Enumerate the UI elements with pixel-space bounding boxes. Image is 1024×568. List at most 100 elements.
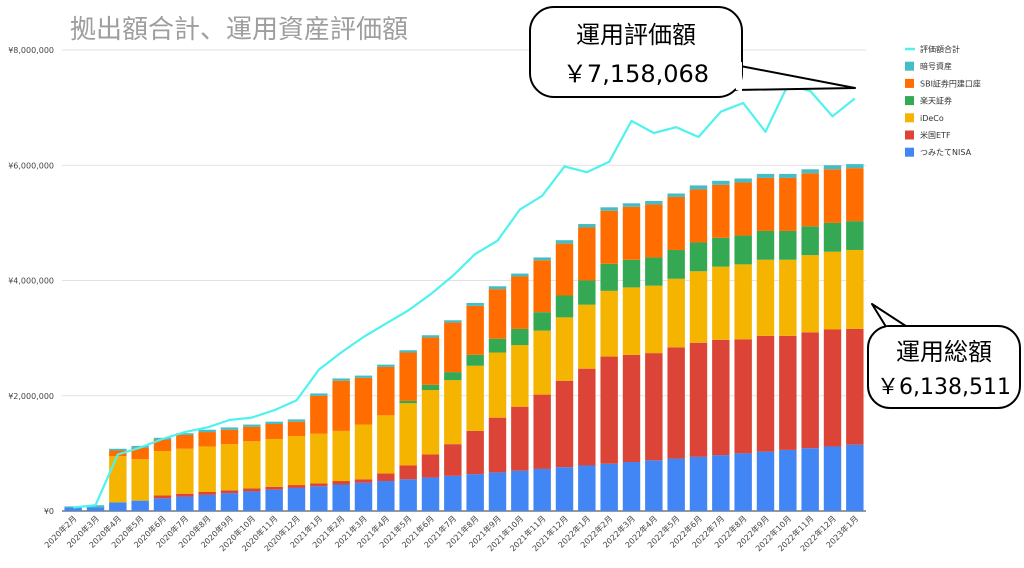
bar-segment <box>622 287 641 355</box>
bar-stacks <box>64 164 864 511</box>
legend-label: 楽天証券 <box>920 96 952 106</box>
bar-segment <box>466 474 484 511</box>
bar-segment <box>622 259 641 288</box>
bar-segment <box>823 446 842 511</box>
bar-segment <box>153 451 172 496</box>
bar-segment <box>511 406 529 471</box>
bar-segment <box>533 468 551 511</box>
bar-segment <box>846 328 864 445</box>
bar-segment <box>488 417 507 473</box>
gridlines <box>62 49 866 512</box>
bar-segment <box>153 439 172 452</box>
bar-segment <box>287 421 306 437</box>
bar-segment <box>846 168 864 222</box>
bar-segment <box>466 354 484 366</box>
bar-segment <box>488 352 507 418</box>
bar-segment <box>578 227 596 281</box>
bar-segment <box>555 467 574 511</box>
bar-segment <box>354 479 373 483</box>
bar-segment <box>310 483 328 487</box>
bar-segment <box>198 446 216 492</box>
legend-swatch <box>905 113 914 123</box>
bar-segment <box>444 322 462 373</box>
bar-segment <box>823 251 842 330</box>
bar-segment <box>310 486 328 511</box>
bar-segment <box>243 441 261 489</box>
bar-segment <box>578 368 596 466</box>
bar-segment <box>466 365 484 431</box>
callout-valuation-pointer <box>729 63 856 91</box>
bar-segment <box>801 255 819 333</box>
bar-segment <box>533 260 551 313</box>
bar-segment <box>153 495 172 499</box>
bar-segment <box>779 173 797 178</box>
line-series <box>73 84 856 509</box>
bar-segment <box>734 453 752 511</box>
y-tick-label: ¥4,000,000 <box>8 277 54 286</box>
bar-segment <box>756 173 775 178</box>
bar-segment <box>667 458 685 511</box>
bar-segment <box>466 305 484 355</box>
bar-segment <box>555 295 574 318</box>
bar-segment <box>153 498 172 511</box>
bar-segment <box>265 421 283 424</box>
bar-segment <box>220 427 239 430</box>
bar-segment <box>779 335 797 450</box>
valuation-line <box>73 84 856 509</box>
bar-segment <box>86 505 105 508</box>
callout-total: 運用総額 ￥6,138,511 <box>867 303 1021 409</box>
bar-segment <box>801 226 819 256</box>
callout-total-line2: ￥6,138,511 <box>877 375 1011 400</box>
bar-segment <box>488 472 507 511</box>
bar-segment <box>756 230 775 260</box>
bar-segment <box>176 496 194 511</box>
bar-segment <box>555 317 574 381</box>
bar-segment <box>377 415 395 474</box>
legend-label: 米国ETF <box>920 130 951 140</box>
bar-segment <box>511 273 529 277</box>
bar-segment <box>265 489 283 511</box>
bar-segment <box>645 257 663 286</box>
bar-segment <box>176 493 194 497</box>
y-tick-label: ¥8,000,000 <box>8 46 54 55</box>
legend-swatch <box>905 96 914 106</box>
bar-segment <box>801 169 819 174</box>
bar-segment <box>689 271 708 343</box>
bar-segment <box>533 257 551 261</box>
bar-segment <box>823 329 842 447</box>
bar-segment <box>823 169 842 223</box>
bar-segment <box>578 280 596 305</box>
bar-segment <box>555 240 574 244</box>
bar-segment <box>332 378 350 381</box>
bar-segment <box>399 350 417 353</box>
y-tick-label: ¥0 <box>44 507 54 516</box>
bar-segment <box>600 356 618 464</box>
bar-segment <box>354 482 373 511</box>
bar-segment <box>756 259 775 336</box>
bar-segment <box>712 455 730 511</box>
bar-segment <box>421 335 440 338</box>
callout-valuation-line1: 運用評価額 <box>576 21 696 49</box>
bar-segment <box>734 264 752 340</box>
bar-segment <box>779 230 797 260</box>
bar-segment <box>421 384 440 390</box>
bar-segment <box>332 484 350 511</box>
legend-swatch <box>905 147 914 157</box>
bar-segment <box>220 429 239 445</box>
bar-segment <box>265 423 283 439</box>
bar-segment <box>712 180 730 185</box>
bar-segment <box>734 182 752 236</box>
legend-label: つみたてNISA <box>920 148 972 157</box>
bar-segment <box>712 266 730 340</box>
bar-segment <box>287 436 306 486</box>
bar-segment <box>555 243 574 296</box>
bar-segment <box>600 290 618 357</box>
bar-segment <box>600 263 618 291</box>
bar-segment <box>555 380 574 468</box>
callout-total-box <box>867 325 1021 409</box>
bar-segment <box>287 485 306 488</box>
bar-segment <box>734 178 752 183</box>
y-tick-label: ¥6,000,000 <box>8 161 54 170</box>
